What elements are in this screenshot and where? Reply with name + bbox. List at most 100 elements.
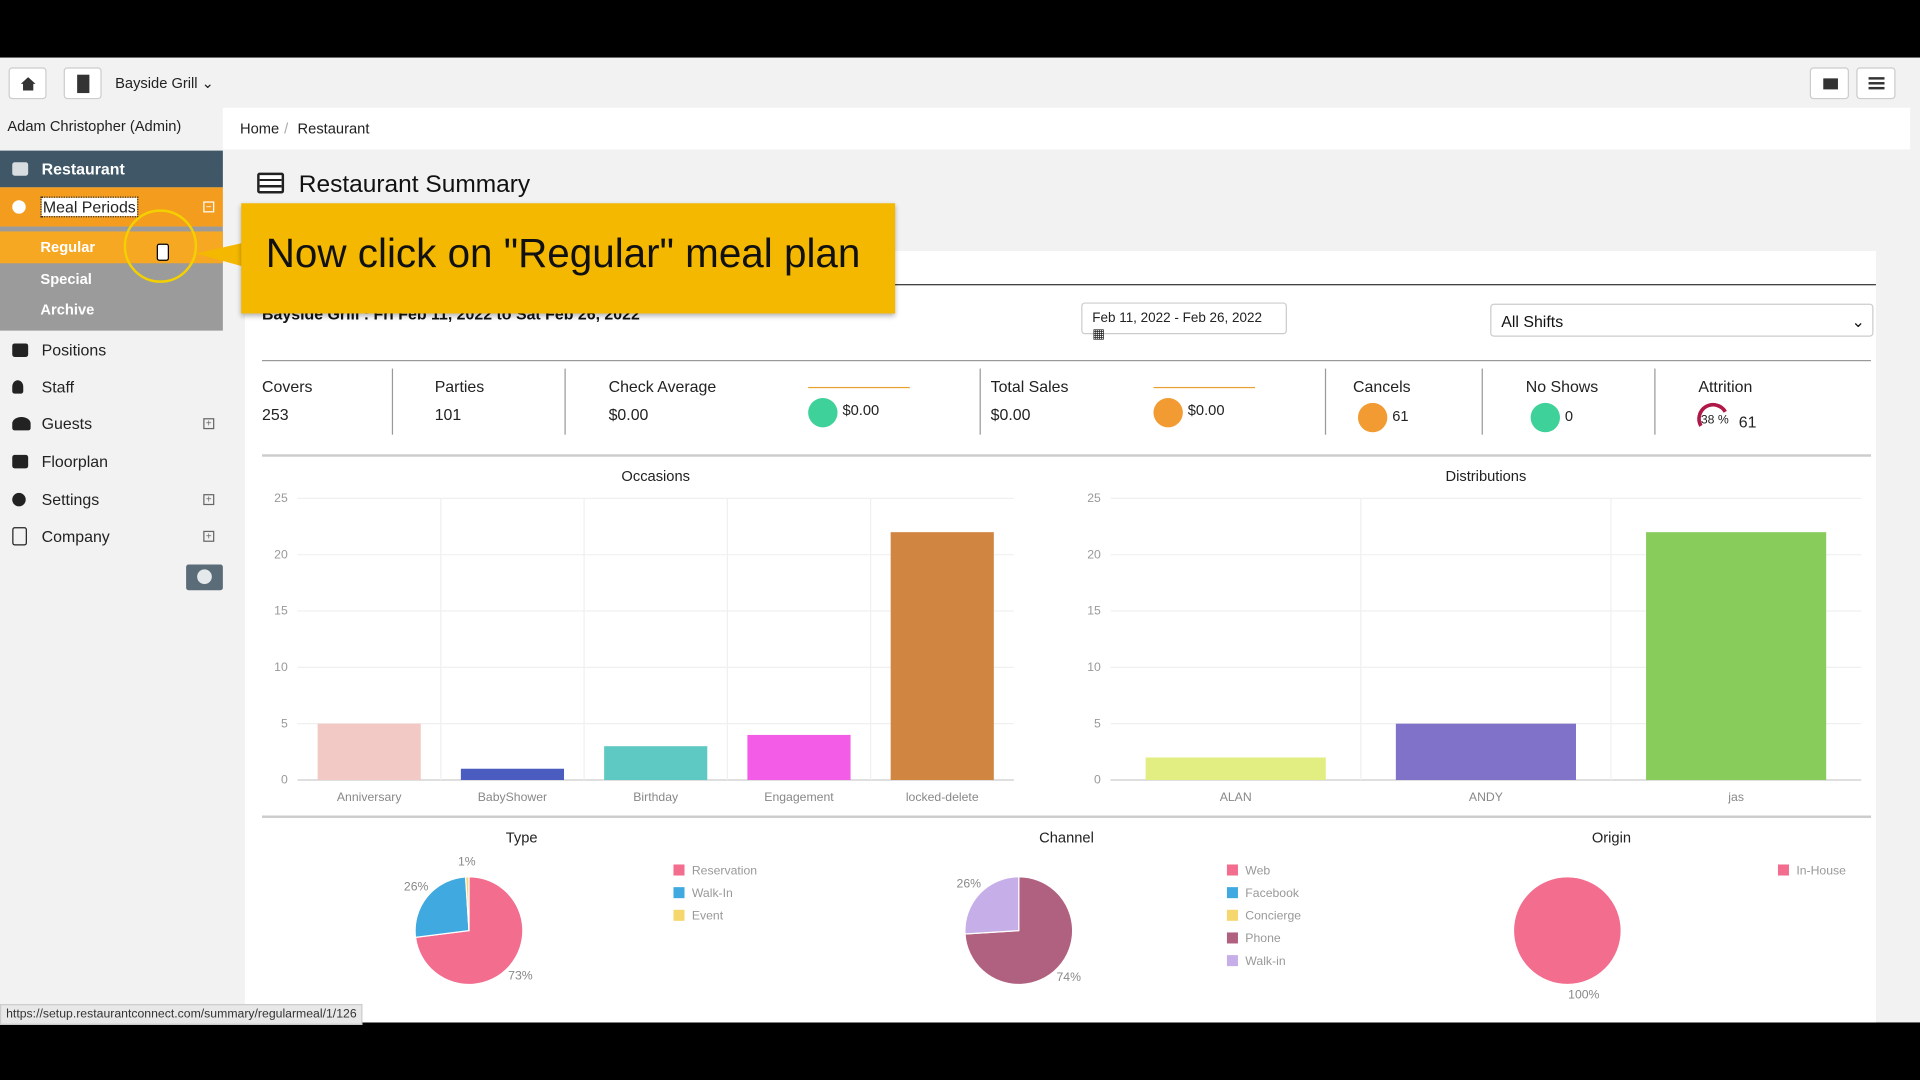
stat-sep: [979, 368, 981, 435]
breadcrumb-home[interactable]: Home: [240, 120, 280, 138]
stat-label: Attrition: [1698, 377, 1753, 396]
legend-label: Facebook: [1245, 886, 1300, 900]
x-tick-label: BabyShower: [478, 790, 547, 804]
x-tick-label: Engagement: [764, 790, 834, 804]
collapse-button[interactable]: [186, 564, 223, 591]
home-button[interactable]: [8, 67, 47, 100]
trend-value: $0.00: [1187, 401, 1225, 419]
legend-label: Walk-In: [692, 886, 733, 900]
stat-label: Check Average: [608, 377, 717, 396]
nav-positions[interactable]: Positions: [0, 334, 223, 366]
pie-slice: [464, 876, 470, 931]
x-tick-label: locked-delete: [906, 790, 979, 804]
legend-label: Phone: [1245, 931, 1281, 945]
y-tick-label: 0: [281, 773, 288, 787]
bar: [1395, 723, 1576, 781]
x-tick-label: Anniversary: [337, 790, 402, 804]
stat-value: 61: [1392, 407, 1409, 425]
y-tick-label: 20: [1087, 547, 1101, 561]
stats-rule-top: [262, 360, 1872, 362]
nav-settings[interactable]: Settings +: [0, 484, 223, 516]
y-tick-label: 5: [281, 716, 288, 730]
legend-label: In-House: [1796, 863, 1846, 877]
date-range[interactable]: Feb 11, 2022 - Feb 26, 2022 ▦: [1081, 302, 1287, 342]
trend-dot: [1153, 397, 1183, 428]
stat-value: 101: [434, 405, 462, 424]
y-tick-label: 10: [1087, 660, 1101, 674]
date-text: Feb 11, 2022 - Feb 26, 2022: [1092, 311, 1262, 326]
chart-title: Channel: [1039, 830, 1094, 846]
user-name: Adam Christopher (Admin): [7, 117, 182, 135]
sparkline: [808, 386, 910, 389]
shift-select[interactable]: All Shifts ⌄: [1490, 303, 1874, 337]
page-title: Restaurant Summary: [298, 171, 531, 199]
tooltip: Now click on "Regular" meal plan: [241, 203, 896, 314]
legend-label: Concierge: [1245, 909, 1301, 923]
stat-sep: [564, 368, 566, 435]
trend-value: $0.00: [842, 401, 880, 419]
chart-title: Origin: [1592, 830, 1631, 846]
stat-value: 61: [1738, 412, 1757, 432]
charts-rule: [262, 815, 1872, 818]
pie-label: 26%: [404, 880, 429, 894]
x-tick-label: jas: [1727, 790, 1744, 804]
y-tick-label: 25: [1087, 491, 1101, 505]
venue-button[interactable]: [63, 67, 102, 100]
venue-select[interactable]: Bayside Grill ⌄: [115, 74, 214, 92]
menu-button[interactable]: [1856, 67, 1896, 100]
title-icon: [257, 172, 285, 194]
y-tick-label: 25: [274, 491, 288, 505]
legend-label: Event: [692, 909, 724, 923]
legend-swatch: [1226, 909, 1238, 921]
bar: [460, 768, 565, 781]
cursor-highlight: [123, 209, 198, 283]
nav-restaurant[interactable]: Restaurant: [0, 150, 223, 188]
nav-special[interactable]: Special: [40, 270, 92, 288]
legend-swatch: [1226, 887, 1238, 899]
active-caret: [216, 161, 231, 177]
cursor: [156, 243, 169, 261]
pie-label: 74%: [1057, 970, 1082, 984]
y-tick-label: 0: [1094, 773, 1101, 787]
stat-value: 253: [262, 405, 289, 424]
nav-company[interactable]: Company +: [0, 520, 223, 552]
stat-sep: [391, 368, 394, 435]
bar: [1145, 757, 1326, 781]
stat-label: Total Sales: [990, 377, 1069, 396]
breadcrumb-current: Restaurant: [297, 120, 370, 138]
nav-floorplan[interactable]: Floorplan: [0, 446, 223, 478]
sparkline: [1153, 386, 1256, 389]
venue-name: Bayside Grill: [115, 74, 198, 92]
legend-swatch: [673, 864, 685, 876]
breadcrumb-sep: /: [284, 120, 289, 138]
pie-slice: [414, 876, 470, 939]
bar: [890, 532, 994, 781]
stat-sep: [1324, 368, 1327, 435]
stats-rule-bottom: [262, 454, 1872, 457]
stat-label: Cancels: [1353, 377, 1411, 396]
pie-label: 73%: [508, 969, 533, 983]
stat-value: 0: [1564, 407, 1574, 425]
chart-title: Type: [506, 830, 538, 846]
y-tick-label: 20: [274, 547, 288, 561]
breadcrumb-bar: [222, 107, 1911, 150]
y-tick-label: 10: [274, 660, 288, 674]
legend-swatch: [673, 887, 685, 899]
legend-swatch: [1777, 864, 1789, 876]
y-tick-label: 15: [1087, 604, 1101, 618]
panel-rule: [244, 284, 1876, 286]
status-url: https://setup.restaurantconnect.com/summ…: [0, 1004, 363, 1025]
stat-sep: [1654, 368, 1656, 435]
nav-guests[interactable]: Guests +: [0, 408, 223, 440]
bar: [604, 746, 708, 781]
nav-staff[interactable]: Staff: [0, 371, 223, 403]
stat-value: $0.00: [990, 405, 1031, 424]
legend-label: Walk-in: [1245, 954, 1286, 968]
status-dot: [1357, 402, 1388, 433]
stat-value: $0.00: [608, 405, 649, 424]
nav-archive[interactable]: Archive: [40, 300, 95, 318]
legend-swatch: [1226, 955, 1238, 967]
logout-button[interactable]: [1809, 67, 1849, 100]
